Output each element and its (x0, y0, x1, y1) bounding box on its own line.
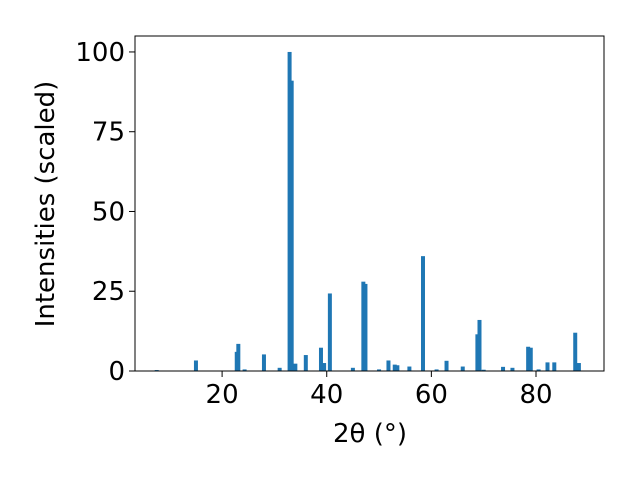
bar (289, 80, 294, 372)
bar (536, 369, 541, 371)
bar (392, 364, 397, 371)
bar (444, 360, 449, 371)
bar (510, 367, 515, 371)
plot-frame (134, 35, 605, 372)
x-tick-label: 60 (415, 380, 448, 410)
y-tick-label: 50 (92, 197, 125, 227)
bar (236, 343, 241, 371)
bar (386, 360, 391, 371)
y-tick-label: 25 (92, 277, 125, 307)
bar (481, 369, 486, 371)
bar (322, 363, 327, 371)
bar (363, 283, 368, 371)
bar (475, 334, 480, 371)
bar (460, 366, 465, 371)
bar (277, 367, 282, 371)
bar (434, 369, 439, 371)
y-axis-label: Intensities (scaled) (31, 81, 61, 328)
bar (526, 346, 531, 371)
bar (327, 293, 332, 371)
bar (318, 347, 323, 371)
bar (287, 51, 292, 371)
bar (261, 354, 266, 371)
bar (545, 362, 550, 371)
bar (350, 367, 355, 371)
bar (407, 366, 412, 371)
y-tick-label: 0 (108, 357, 125, 387)
bar (303, 355, 308, 371)
bar (477, 319, 482, 371)
bar (501, 366, 506, 371)
x-axis-label: 2θ (°) (333, 419, 407, 449)
y-tick-label: 100 (75, 38, 125, 68)
x-tick-label: 40 (310, 380, 343, 410)
bar (573, 332, 578, 371)
y-tick-label: 75 (92, 118, 125, 148)
bar (361, 281, 366, 371)
bar (242, 369, 247, 371)
bar (377, 369, 382, 371)
bar (395, 365, 400, 371)
bar (552, 362, 557, 371)
bar (576, 363, 581, 371)
x-tick-label: 20 (206, 380, 239, 410)
bar (193, 360, 198, 371)
bar (293, 363, 298, 371)
bar (420, 256, 425, 371)
x-tick-label: 80 (519, 380, 552, 410)
bar (528, 347, 533, 371)
